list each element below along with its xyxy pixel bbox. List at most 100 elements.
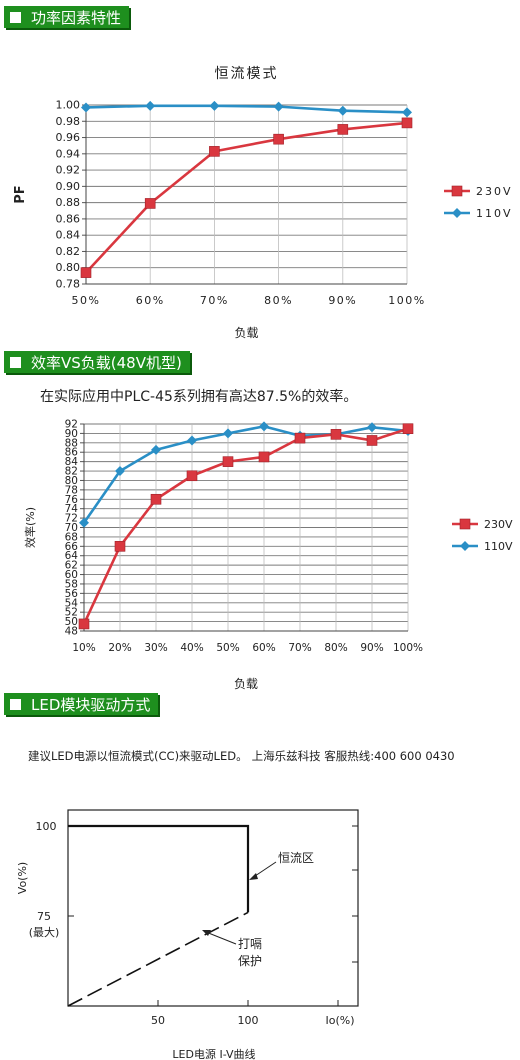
x-tick-label: 20%	[108, 642, 131, 654]
series-line-110V	[82, 425, 409, 524]
data-point-230V	[366, 435, 378, 446]
y-tick-label: 0.86	[56, 212, 81, 225]
section-title: 效率VS负载(48V机型)	[31, 353, 182, 372]
y-axis-label: Vo(%)	[16, 862, 29, 894]
y-tick-label: 60	[65, 569, 78, 581]
x-tick-label: 50	[151, 1014, 165, 1027]
led-note-text: 建议LED电源以恒流模式(CC)来驱动LED。	[28, 749, 248, 763]
x-tick-label: 70%	[200, 294, 229, 307]
legend-label: 230V	[476, 185, 513, 198]
x-tick-label: 100%	[388, 294, 425, 307]
section-title: 功率因素特性	[31, 8, 122, 27]
y-tick-label: 0.82	[56, 245, 81, 258]
plot-area	[86, 105, 407, 284]
y-tick-label: 80	[65, 475, 78, 487]
x-axis-label: 负载	[234, 326, 258, 340]
section-title: LED模块驱动方式	[31, 695, 151, 714]
x-tick-label: 10%	[72, 642, 95, 654]
bullet-square-icon	[10, 698, 21, 710]
x-axis-label: LED电源 I-V曲线	[172, 1047, 255, 1060]
data-point-110V	[367, 422, 377, 433]
data-point-230V	[209, 146, 220, 157]
data-point-230V	[80, 267, 92, 278]
y-tick-label: 48	[65, 626, 78, 638]
data-point-230V	[186, 470, 198, 482]
x-tick-label: 100	[238, 1014, 259, 1027]
series-line-230V	[85, 121, 408, 274]
y-tick-label: 75	[37, 910, 51, 923]
hiccup-protection-line	[67, 911, 249, 1007]
led-note: 建议LED电源以恒流模式(CC)来驱动LED。 上海乐兹科技 客服热线:400 6…	[28, 748, 455, 764]
x-tick-label: 100%	[393, 642, 423, 654]
y-tick-label: 52	[65, 607, 78, 619]
x-tick-label: 50%	[72, 294, 101, 307]
y-tick-label: 0.84	[56, 229, 81, 242]
annotation-constant-current: 恒流区	[278, 851, 314, 865]
data-point-110V	[223, 428, 233, 439]
bullet-square-icon	[10, 356, 21, 368]
x-tick-label: 90%	[328, 294, 357, 307]
x-tick-label: 40%	[180, 642, 203, 654]
series-line-230V	[82, 427, 409, 625]
y-tick-label: 56	[65, 588, 79, 600]
data-point-230V	[337, 124, 349, 135]
iv-curve-chart: 50 100 Io(%) 100 75 (最大) Vo(%) LED电源 I-V曲线 恒流区打嗝…	[16, 809, 359, 1060]
y-tick-label: 50	[65, 616, 78, 628]
y-tick-label: 62	[65, 560, 78, 572]
y-tick-label: 74	[65, 503, 79, 515]
y-tick-label: 0.96	[56, 131, 81, 144]
constant-current-line	[68, 824, 250, 913]
efficiency-note: 在实际应用中PLC-45系列拥有高达87.5%的效率。	[40, 389, 358, 405]
x-tick-label: 30%	[144, 642, 167, 654]
y-tick-label: 68	[65, 531, 78, 543]
y-tick-label: 0.80	[56, 261, 81, 274]
data-point-230V	[294, 432, 306, 444]
x-tick-label: 80%	[264, 294, 293, 307]
series-line-110V	[85, 104, 408, 114]
y-tick-label: 66	[65, 541, 79, 553]
efficiency-chart: 4850525456586062646668707274767880828486…	[23, 419, 513, 692]
data-point-110V	[145, 100, 156, 111]
data-point-110V	[273, 101, 284, 112]
y-tick-label: 0.88	[56, 196, 81, 209]
x-tick-label: 50%	[216, 642, 239, 654]
y-tick-label: 100	[36, 820, 57, 833]
annotation-arrow	[205, 931, 237, 945]
plot-frame	[67, 809, 359, 1007]
data-point-110V	[402, 107, 412, 118]
y-axis-label: 效率(%)	[23, 507, 37, 548]
y-tick-label: 72	[65, 513, 78, 525]
annotation-hiccup: 保护	[238, 954, 262, 968]
x-tick-label: Io(%)	[325, 1014, 354, 1027]
section-header-led-drive: LED模块驱动方式	[4, 693, 159, 715]
legend-marker	[452, 208, 462, 218]
y-tick-label: 84	[65, 456, 79, 468]
y-tick-label: 0.92	[56, 164, 81, 177]
x-tick-label: 70%	[288, 642, 311, 654]
y-tick-label: 70	[65, 522, 78, 534]
annotation-arrowhead	[249, 873, 258, 880]
y-tick-label: 0.78	[56, 278, 81, 291]
bullet-square-icon	[10, 11, 21, 23]
y-tick-label: 0.90	[56, 180, 81, 193]
x-tick-label: 60%	[252, 642, 275, 654]
chart-title: 恒流模式	[215, 66, 279, 82]
data-point-110V	[151, 444, 161, 455]
y-tick-label: 86	[65, 447, 79, 459]
legend-marker	[459, 518, 471, 530]
data-point-110V	[187, 435, 197, 446]
legend-marker	[451, 185, 463, 197]
y-tick-label: 1.00	[56, 99, 81, 112]
annotation-hiccup: 打嗝	[238, 937, 262, 951]
section-header-efficiency: 效率VS负载(48V机型)	[4, 351, 190, 373]
pf-chart: 0.78 0.80 0.82 0.84 0.86 0.88 0.90 0.92 0.94 0.96…	[13, 66, 513, 340]
section-header-pf: 功率因素特性	[4, 6, 130, 28]
data-point-110V	[259, 421, 269, 432]
data-point-110V	[81, 102, 91, 113]
data-point-230V	[222, 456, 234, 467]
y-tick-label: 0.94	[56, 147, 81, 160]
x-axis-label: 负载	[234, 677, 258, 691]
data-point-230V	[114, 541, 126, 552]
y-tick-label: 54	[65, 597, 79, 609]
data-point-110V	[115, 466, 125, 477]
